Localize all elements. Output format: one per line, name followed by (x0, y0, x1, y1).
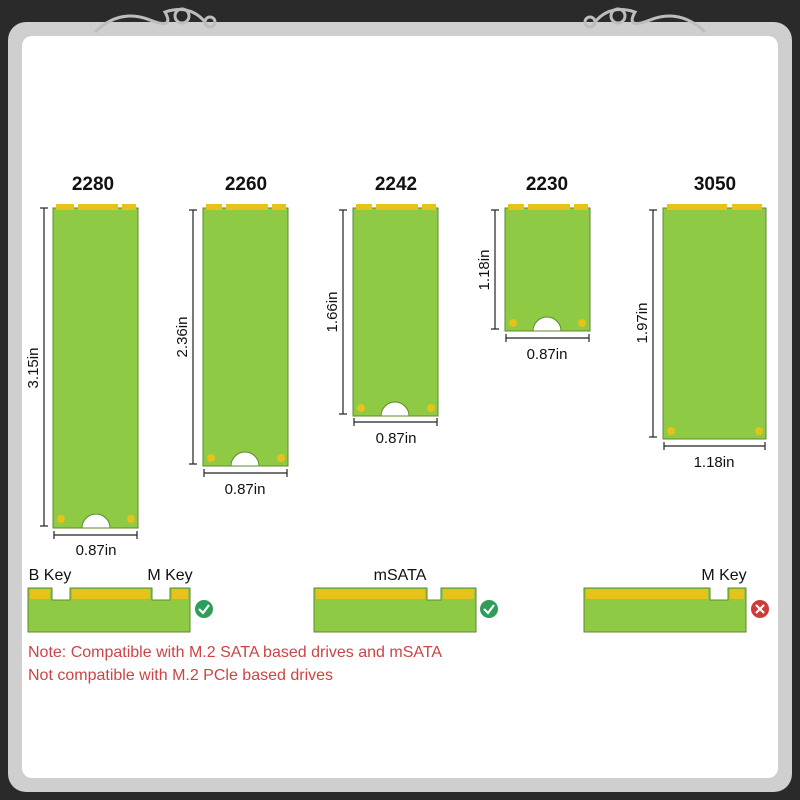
mount-pad (578, 319, 586, 327)
gold-pins (586, 589, 708, 599)
card-title: 2230 (526, 174, 568, 195)
gold-pins (72, 589, 150, 599)
gold-contact (206, 204, 222, 210)
card-2242: 2242 1.66in 0.87in (324, 174, 439, 447)
gold-contact (78, 204, 118, 210)
length-label: 1.97in (634, 303, 651, 344)
mount-pad (127, 515, 135, 523)
mount-notch (532, 316, 562, 332)
msata-label: mSATA (374, 567, 427, 584)
gold-pins (316, 589, 425, 599)
mount-pad (277, 454, 285, 462)
gold-contact (574, 204, 588, 210)
mount-pad (509, 319, 517, 327)
note-not-compatible: Not compatible with M.2 PCle based drive… (28, 667, 333, 684)
gold-pins (730, 589, 744, 599)
mount-notch (380, 401, 410, 417)
gold-contact (528, 204, 570, 210)
note-compatible: Note: Compatible with M.2 SATA based dri… (28, 644, 442, 661)
pcb (352, 207, 439, 417)
mount-notch (81, 513, 111, 529)
length-label: 2.36in (174, 317, 191, 358)
card-title: 2242 (375, 174, 417, 195)
width-label: 0.87in (225, 481, 266, 498)
gold-contact (508, 204, 524, 210)
width-label: 0.87in (527, 346, 568, 363)
gold-contact (122, 204, 136, 210)
mount-pad (427, 404, 435, 412)
ornament-right-icon (583, 7, 707, 34)
connector-msata: mSATA (313, 567, 498, 633)
length-label: 1.18in (476, 250, 493, 291)
length-label: 1.66in (324, 292, 341, 333)
gold-contact (226, 204, 268, 210)
card-2280: 2280 3.15in 0.87in (25, 174, 139, 559)
pcb (662, 207, 767, 440)
gold-contact (732, 204, 762, 210)
m-key-label: M Key (147, 567, 192, 584)
gold-contact (422, 204, 436, 210)
m-key-label: M Key (701, 567, 746, 584)
cross-icon (751, 600, 769, 618)
length-label: 3.15in (25, 348, 42, 389)
card-title: 2280 (72, 174, 114, 195)
width-label: 0.87in (76, 542, 117, 559)
card-3050: 3050 1.97in 1.18in (634, 174, 767, 471)
width-label: 0.87in (376, 430, 417, 447)
mount-pad (357, 404, 365, 412)
gold-pins (443, 589, 474, 599)
card-2260: 2260 2.36in 0.87in (174, 174, 289, 498)
width-label: 1.18in (694, 454, 735, 471)
pcb (504, 207, 591, 332)
gold-pins (30, 589, 50, 599)
card-title: 2260 (225, 174, 267, 195)
gold-contact (376, 204, 418, 210)
gold-pins (172, 589, 188, 599)
mount-pad (667, 427, 675, 435)
connector-m-key: M Key (583, 567, 769, 633)
connector-bm-key: B Key M Key (27, 567, 213, 633)
mount-notch (230, 451, 260, 467)
pcb (52, 207, 139, 529)
mount-pad (207, 454, 215, 462)
ornament-left-icon (93, 7, 217, 34)
gold-contact (356, 204, 372, 210)
pcb (202, 207, 289, 467)
mount-pad (57, 515, 65, 523)
b-key-label: B Key (29, 567, 72, 584)
gold-contact (56, 204, 74, 210)
mount-pad (755, 427, 763, 435)
card-2230: 2230 1.18in 0.87in (476, 174, 591, 363)
check-icon (480, 600, 498, 618)
gold-contact (272, 204, 286, 210)
check-icon (195, 600, 213, 618)
gold-contact (667, 204, 727, 210)
card-title: 3050 (694, 174, 736, 195)
